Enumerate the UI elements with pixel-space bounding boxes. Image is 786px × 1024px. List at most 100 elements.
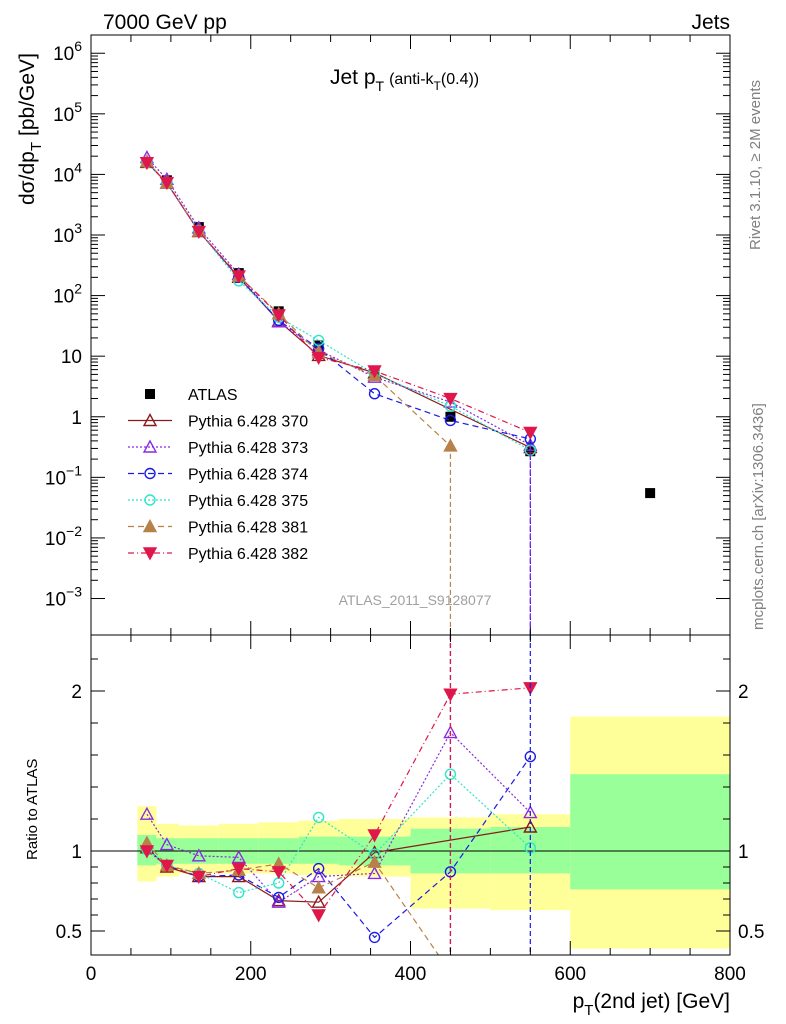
point-382-355 — [367, 365, 382, 379]
main-ytick-label-6: 1 — [71, 408, 82, 429]
point-374-450 — [444, 414, 457, 427]
band-inner-8 — [490, 827, 571, 874]
legend-marker-381 — [142, 519, 158, 533]
series-line-370 — [146, 161, 531, 449]
ratio-point-381-355 — [367, 854, 382, 868]
plot-title: Jet pT (anti-kT(0.4)) — [330, 66, 479, 94]
ratio-point-373-135 — [191, 848, 207, 862]
point-382-95 — [159, 176, 175, 191]
x-tick-label-0: 0 — [86, 964, 97, 985]
point-382-185 — [231, 270, 246, 284]
point-382-235 — [271, 309, 286, 323]
header-process: Jets — [691, 11, 730, 34]
point-382-70 — [139, 157, 155, 171]
series-370 — [139, 154, 538, 454]
legend-marker-ATLAS — [145, 389, 155, 399]
ratio-panel-frame — [90, 634, 731, 956]
ratio-ytick-label-right-0.5: 0.5 — [738, 922, 764, 943]
series-373 — [139, 150, 538, 451]
ratio-point-374-285 — [312, 862, 325, 875]
main-panel-frame — [90, 34, 731, 636]
ratio-line-374 — [146, 756, 531, 939]
ratio-panel-series — [139, 635, 538, 955]
main-ytick-label-4: 102 — [53, 281, 82, 308]
legend-label-382: Pythia 6.428 382 — [188, 546, 308, 563]
series-line-375 — [146, 162, 531, 451]
legend-marker-373 — [142, 439, 158, 453]
ratio-point-374-235 — [273, 891, 285, 904]
point-ATLAS-700 — [645, 488, 656, 499]
legend-label-ATLAS: ATLAS — [188, 387, 238, 404]
series-375 — [141, 156, 537, 456]
legend-label-381: Pythia 6.428 381 — [188, 520, 308, 537]
ratio-line-373 — [146, 731, 531, 903]
band-inner-9 — [570, 774, 730, 890]
point-382-135 — [191, 225, 207, 240]
legend-label-374: Pythia 6.428 374 — [188, 467, 308, 484]
mcplots-label: mcplots.cern.ch [arXiv:1306.3436] — [750, 403, 767, 630]
point-374-355 — [368, 388, 381, 400]
x-tick-label-400: 400 — [395, 964, 427, 985]
analysis-id: ATLAS_2011_S9128077 — [339, 592, 492, 608]
legend-marker-374 — [144, 467, 156, 480]
main-ytick-label-7: 10−1 — [45, 462, 82, 489]
point-ATLAS-450 — [445, 411, 456, 422]
ratio-point-373-185 — [231, 849, 246, 864]
ratio-point-382-185 — [231, 862, 246, 877]
legend-marker-375 — [144, 494, 156, 506]
ratio-point-382-135 — [191, 870, 207, 885]
ratio-ytick-label-left-1: 1 — [71, 842, 82, 863]
band-inner-5 — [298, 836, 339, 864]
ratio-point-375-285 — [312, 811, 325, 824]
y-axis-label-ratio: Ratio to ATLAS — [24, 759, 41, 860]
header-energy: 7000 GeV pp — [103, 11, 227, 34]
main-ytick-label-5: 10 — [61, 347, 82, 368]
ratio-point-382-95 — [159, 859, 175, 873]
x-tick-label-600: 600 — [554, 964, 586, 985]
ratio-point-373-355 — [367, 865, 382, 880]
point-382-285 — [311, 351, 326, 365]
ratio-ytick-label-left-2: 2 — [71, 682, 82, 703]
series-381 — [139, 154, 458, 452]
ratio-point-382-355 — [367, 829, 382, 843]
legend-marker-370 — [142, 413, 158, 427]
main-ytick-label-1: 105 — [53, 99, 82, 126]
rivet-label: Rivet 3.1.10, ≥ 2M events — [747, 80, 764, 250]
legend-label-373: Pythia 6.428 373 — [188, 440, 308, 457]
legend: ATLAS Pythia 6.428 370 Pythia 6.428 373 Pyt… — [128, 387, 308, 563]
ratio-point-375-185 — [233, 886, 245, 899]
x-tick-label-200: 200 — [235, 964, 267, 985]
y-axis-label-main: dσ/dpT[pb/GeV] — [16, 53, 45, 205]
series-382 — [139, 157, 538, 440]
series-line-374 — [146, 162, 531, 440]
point-382-450 — [443, 392, 458, 406]
x-tick-label-800: 800 — [714, 964, 746, 985]
ratio-point-375-235 — [273, 877, 285, 889]
legend-marker-382 — [142, 547, 158, 561]
ratio-point-382-235 — [271, 866, 286, 880]
ratio-series-382 — [139, 682, 538, 923]
main-ytick-label-9: 10−3 — [45, 584, 82, 611]
ratio-ytick-label-left-0.5: 0.5 — [56, 922, 82, 943]
ratio-point-382-70 — [139, 845, 155, 859]
ratio-point-370-285 — [311, 894, 326, 908]
main-panel-series — [139, 150, 656, 635]
main-ytick-label-0: 106 — [53, 38, 82, 65]
x-axis-label: pT(2nd jet) [GeV] — [573, 990, 730, 1019]
point-382-550 — [523, 426, 538, 440]
ratio-point-373-450 — [443, 725, 458, 739]
ratio-point-381-285 — [311, 880, 326, 894]
ratio-point-373-70 — [139, 806, 155, 820]
ratio-point-382-550 — [523, 682, 538, 696]
legend-label-375: Pythia 6.428 375 — [188, 493, 308, 510]
ratio-point-382-285 — [311, 909, 326, 923]
legend-label-370: Pythia 6.428 370 — [188, 414, 308, 431]
ratio-point-373-95 — [159, 837, 175, 851]
main-ytick-label-3: 103 — [53, 220, 82, 247]
ratio-point-374-355 — [368, 931, 381, 944]
main-ytick-label-8: 10−2 — [45, 523, 82, 550]
main-ytick-label-2: 104 — [53, 159, 82, 186]
ratio-point-373-550 — [523, 805, 538, 819]
